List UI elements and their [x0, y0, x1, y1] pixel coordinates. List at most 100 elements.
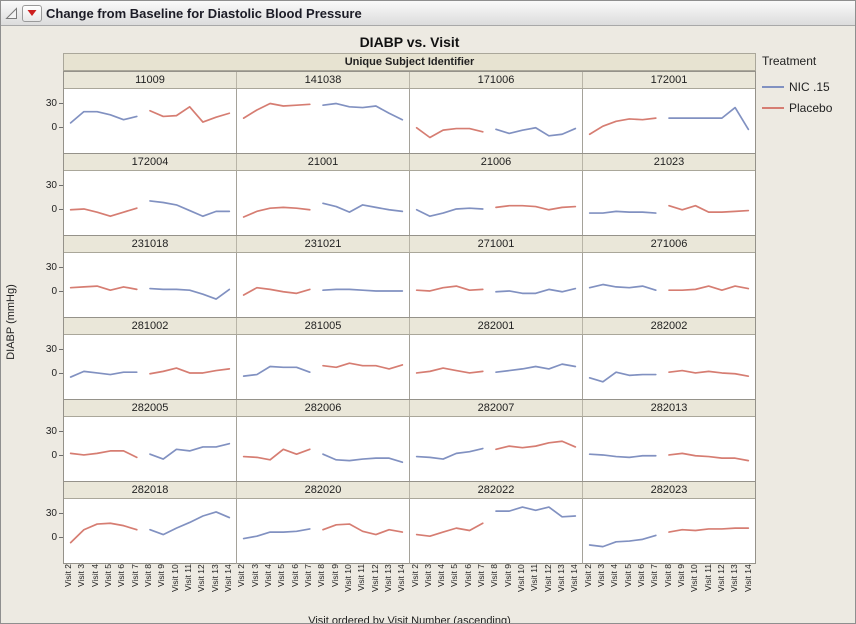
red-triangle-menu-button[interactable] [22, 4, 42, 22]
x-tick-label: Visit 12 [196, 564, 207, 592]
line-series-placebo [415, 285, 484, 292]
subject-id-header: 282006 [236, 400, 409, 416]
y-tick-mark [59, 373, 63, 374]
trellis-panel-21023[interactable] [582, 171, 755, 236]
panel-plot [415, 363, 577, 374]
x-tick-label: Visit 14 [742, 564, 753, 592]
legend-item[interactable]: Placebo [762, 101, 854, 115]
panel-plot [242, 102, 404, 121]
subject-id-header: 21006 [409, 154, 582, 170]
x-tick-label: Visit 3 [249, 564, 260, 587]
trellis-panel-231021[interactable] [236, 253, 409, 318]
x-tick-label: Visit 11 [356, 564, 367, 592]
line-series-nic-.15 [588, 534, 657, 548]
line-series-nic-.15 [242, 365, 311, 377]
x-tick-label: Visit 4 [89, 564, 100, 587]
subject-id-header: 282020 [236, 482, 409, 498]
x-tick-label: Visit 7 [302, 564, 313, 587]
trellis-panel-282023[interactable] [582, 499, 755, 564]
trellis-panel-21006[interactable] [409, 171, 582, 236]
line-series-nic-.15 [149, 200, 231, 218]
trellis-panel-21001[interactable] [236, 171, 409, 236]
subject-id-header: 282005 [131, 402, 169, 414]
trellis-panel-172004[interactable] [64, 171, 236, 236]
x-tick-label: Visit 4 [262, 564, 273, 587]
collapse-triangle-icon[interactable] [5, 6, 18, 20]
trellis-row: 282018 282020 282022 282023 [63, 481, 756, 564]
line-series-nic-.15 [495, 126, 577, 137]
subject-header-row: 231018 231021 271001 271006 [64, 236, 755, 253]
x-tick-label: Visit 9 [156, 564, 167, 587]
line-series-placebo [149, 105, 231, 123]
subject-id-header: 21001 [236, 154, 409, 170]
trellis-panel-282020[interactable] [236, 499, 409, 564]
panel-plot [588, 106, 750, 136]
x-tick-label: Visit 2 [236, 564, 247, 587]
trellis-panel-171006[interactable] [409, 89, 582, 154]
panel-plot [69, 285, 231, 300]
red-triangle-icon [27, 10, 37, 16]
legend-line-swatch [762, 107, 784, 109]
subject-id-header: 141038 [236, 72, 409, 88]
trellis-panel-271006[interactable] [582, 253, 755, 318]
subject-id-header: 281002 [131, 320, 169, 332]
line-series-nic-.15 [495, 363, 577, 374]
x-tick-label: Visit 3 [76, 564, 87, 587]
panel-plot [415, 506, 577, 538]
subject-id-header: 271006 [582, 236, 755, 252]
line-series-placebo [69, 450, 138, 459]
line-series-nic-.15 [69, 370, 138, 378]
panel-row [64, 89, 755, 154]
trellis-panel-282018[interactable] [64, 499, 236, 564]
line-series-placebo [69, 285, 138, 292]
trellis-panel-282013[interactable] [582, 417, 755, 482]
x-tick-label: Visit 5 [102, 564, 113, 587]
line-series-placebo [415, 367, 484, 374]
trellis-panel-141038[interactable] [236, 89, 409, 154]
line-series-placebo [69, 522, 138, 544]
trellis-panel-271001[interactable] [409, 253, 582, 318]
subject-id-header: 282018 [131, 484, 169, 496]
subject-id-header: 171006 [409, 72, 582, 88]
y-tick-mark [59, 512, 63, 514]
trellis-panel-11009[interactable] [64, 89, 236, 154]
y-tick-mark [59, 266, 63, 268]
line-series-placebo [322, 523, 404, 536]
y-tick-mark [59, 127, 63, 128]
x-tick-label: Visit 7 [649, 564, 660, 587]
y-tick-label: 30 [45, 261, 57, 273]
trellis-panel-282007[interactable] [409, 417, 582, 482]
x-tick-label: Visit 7 [129, 564, 140, 587]
trellis-panel-282001[interactable] [409, 335, 582, 400]
trellis-panel-282005[interactable] [64, 417, 236, 482]
trellis-panel-281002[interactable] [64, 335, 236, 400]
panel-row [64, 253, 755, 318]
subject-id-header: 282007 [409, 400, 582, 416]
graph-report-area: DIABP vs. Visit Unique Subject Identifie… [1, 26, 855, 623]
legend-line-swatch [762, 86, 784, 88]
trellis-panel-172001[interactable] [582, 89, 755, 154]
trellis-panel-282022[interactable] [409, 499, 582, 564]
trellis-panel-281005[interactable] [236, 335, 409, 400]
report-title: Change from Baseline for Diastolic Blood… [46, 5, 362, 21]
line-series-nic-.15 [322, 453, 404, 464]
legend-item[interactable]: NIC .15 [762, 80, 854, 94]
x-tick-label: Visit 9 [329, 564, 340, 587]
x-tick-label: Visit 14 [569, 564, 580, 592]
x-tick-label: Visit 10 [169, 564, 180, 592]
x-tick-label: Visit 13 [209, 564, 220, 592]
line-series-placebo [588, 117, 657, 136]
trellis-panel-282006[interactable] [236, 417, 409, 482]
panel-plot [588, 283, 750, 292]
x-tick-label: Visit 4 [436, 564, 447, 587]
legend-label: Placebo [789, 101, 833, 115]
legend-items: NIC .15 Placebo [762, 80, 854, 115]
trellis-panel-231018[interactable] [64, 253, 236, 318]
y-tick-mark [59, 537, 63, 538]
trellis-panel-282002[interactable] [582, 335, 755, 400]
x-tick-label: Visit 14 [222, 564, 233, 592]
subject-id-header: 11009 [135, 74, 165, 86]
line-series-placebo [242, 286, 311, 296]
x-tick-label: Visit 11 [529, 564, 540, 592]
x-tick-label: Visit 11 [182, 564, 193, 592]
